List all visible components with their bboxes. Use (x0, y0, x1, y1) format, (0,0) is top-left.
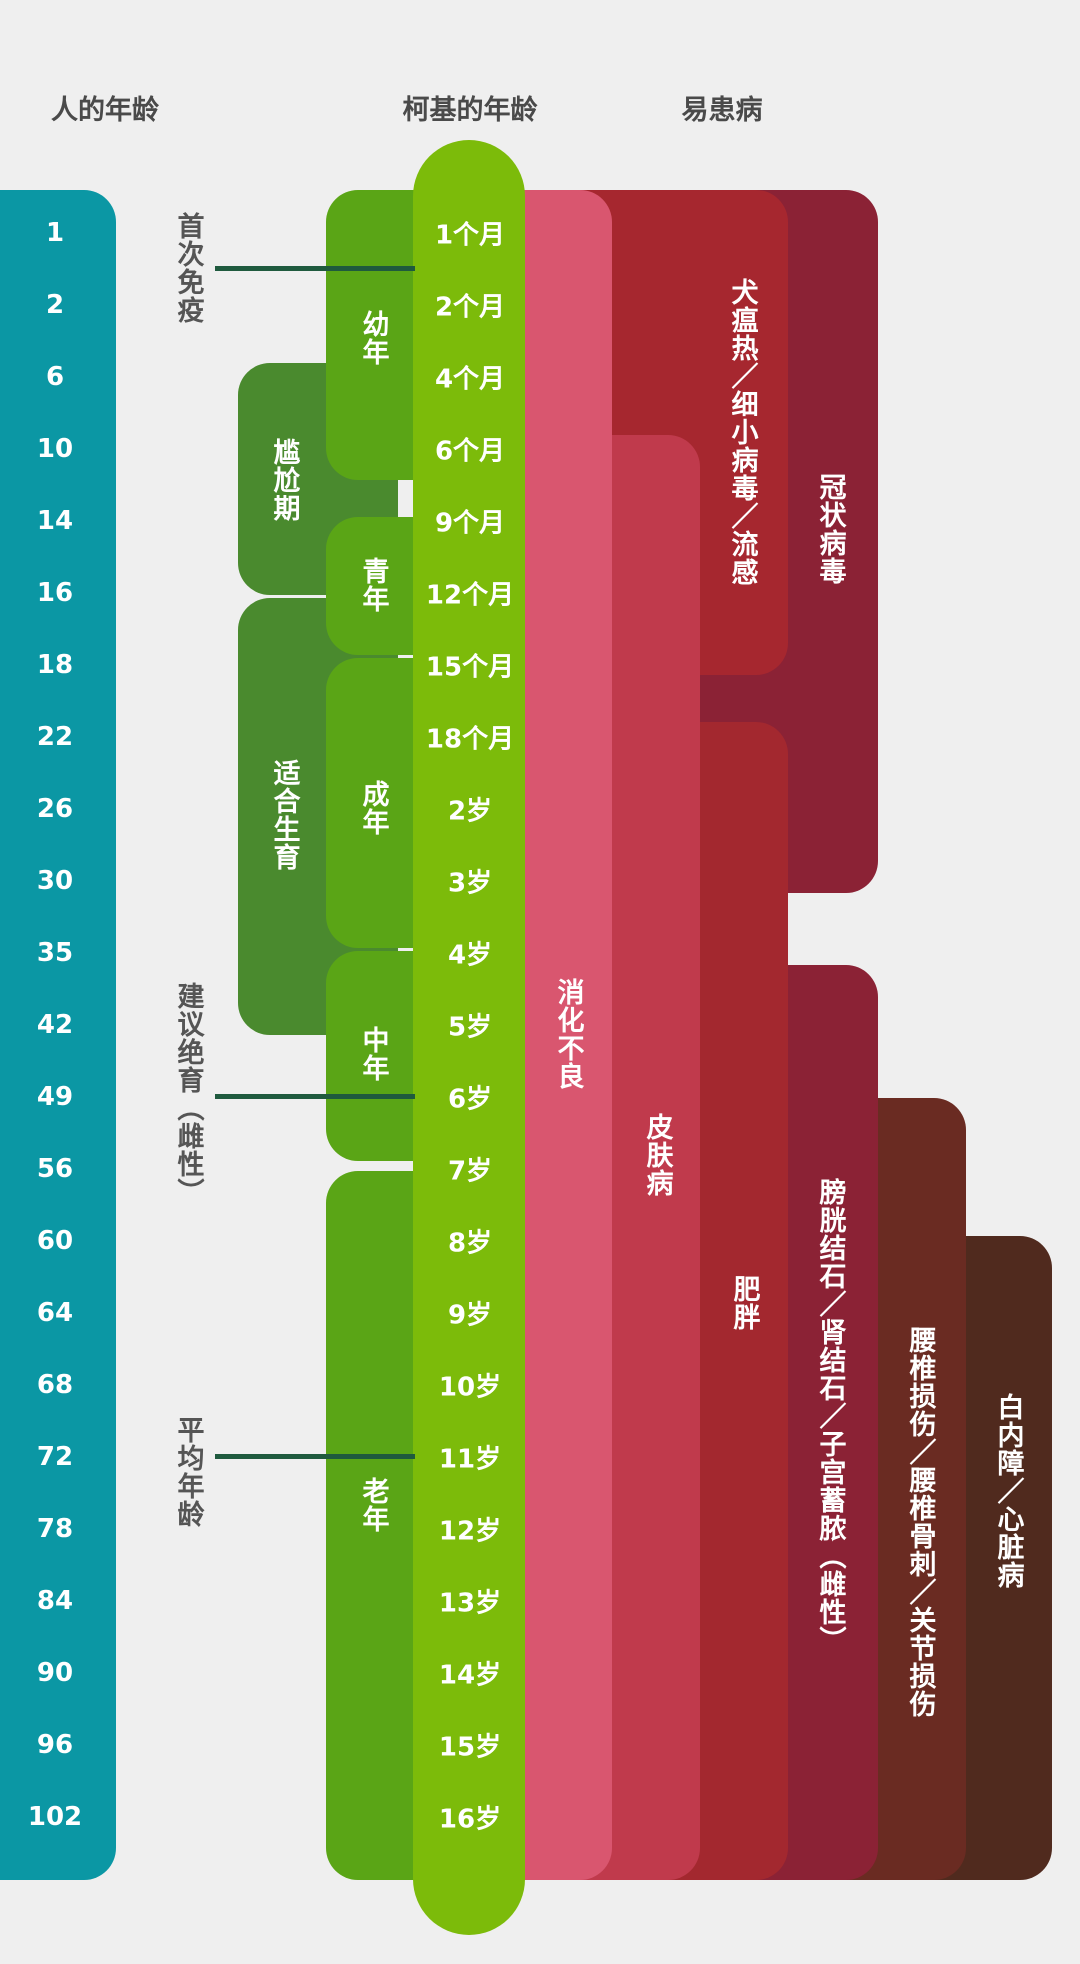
header-diseases: 易患病 (681, 95, 763, 126)
human-age-value: 49 (36, 1082, 74, 1112)
dog-age-value: 9个月 (434, 508, 506, 539)
human-age-value: 42 (36, 1010, 74, 1040)
disease-obesity: 肥胖 (728, 1275, 760, 1331)
phase-awkward: 尴尬期 (268, 438, 300, 522)
stage-infant: 幼年 (357, 310, 389, 366)
dog-age-value: 8岁 (447, 1228, 493, 1259)
dog-age-value: 13岁 (438, 1588, 502, 1619)
dog-age-value: 4岁 (447, 940, 493, 971)
human-age-value: 30 (36, 866, 74, 896)
human-age-value: 35 (36, 938, 74, 968)
stage-senior: 老年 (357, 1477, 389, 1533)
dog-age-value: 2个月 (434, 292, 506, 323)
dog-age-value: 15个月 (425, 652, 515, 683)
stage-middle: 中年 (357, 1026, 389, 1082)
human-age-value: 90 (36, 1658, 74, 1688)
annotation-neuter: 建议绝育（雌性） (172, 982, 204, 1206)
human-age-value: 68 (36, 1370, 74, 1400)
disease-stones: 膀胱结石／肾结石／子宫蓄脓（雌性） (814, 1178, 846, 1654)
disease-indigestion: 消化不良 (552, 978, 584, 1090)
human-age-value: 78 (36, 1514, 74, 1544)
human-age-value: 18 (36, 650, 74, 680)
disease-distemper: 犬瘟热／细小病毒／流感 (726, 278, 758, 586)
human-age-value: 2 (45, 290, 65, 320)
human-age-value: 56 (36, 1154, 74, 1184)
dog-age-value: 10岁 (438, 1372, 502, 1403)
phase-breeding: 适合生育 (268, 759, 300, 871)
stage-youth: 青年 (357, 557, 389, 613)
dog-age-value: 3岁 (447, 868, 493, 899)
line-neuter (215, 1094, 415, 1099)
dog-age-value: 5岁 (447, 1012, 493, 1043)
annotation-first-vaccine: 首次免疫 (172, 212, 204, 324)
human-age-value: 96 (36, 1730, 74, 1760)
human-age-value: 1 (45, 218, 65, 248)
dog-age-value: 1个月 (434, 220, 506, 251)
dog-age-value: 4个月 (434, 364, 506, 395)
human-age-value: 26 (36, 794, 74, 824)
disease-skin: 皮肤病 (641, 1113, 673, 1197)
disease-heart: 白内障／心脏病 (992, 1393, 1024, 1589)
dog-age-value: 18个月 (425, 724, 515, 755)
disease-corona: 冠状病毒 (814, 473, 846, 585)
dog-age-column (413, 140, 525, 1935)
disease-spine: 腰椎损伤／腰椎骨刺／关节损伤 (904, 1326, 936, 1718)
human-age-column (0, 190, 116, 1880)
human-age-value: 6 (45, 362, 65, 392)
line-average-age (215, 1454, 415, 1459)
dog-age-value: 14岁 (438, 1660, 502, 1691)
dog-age-value: 6个月 (434, 436, 506, 467)
human-age-value: 72 (36, 1442, 74, 1472)
header-human-age: 人的年龄 (51, 95, 159, 126)
stage-adult: 成年 (357, 780, 389, 836)
dog-age-value: 12个月 (425, 580, 515, 611)
dog-age-value: 9岁 (447, 1300, 493, 1331)
dog-age-value: 16岁 (438, 1804, 502, 1835)
human-age-value: 22 (36, 722, 74, 752)
human-age-value: 60 (36, 1226, 74, 1256)
dog-age-value: 6岁 (447, 1084, 493, 1115)
human-age-value: 14 (36, 506, 74, 536)
header-dog-age: 柯基的年龄 (402, 95, 538, 126)
dog-age-value: 7岁 (447, 1156, 493, 1187)
dog-age-value: 15岁 (438, 1732, 502, 1763)
human-age-value: 10 (36, 434, 74, 464)
human-age-value: 102 (27, 1802, 83, 1832)
dog-age-value: 2岁 (447, 796, 493, 827)
human-age-value: 84 (36, 1586, 74, 1616)
human-age-value: 16 (36, 578, 74, 608)
dog-age-value: 12岁 (438, 1516, 502, 1547)
human-age-value: 64 (36, 1298, 74, 1328)
line-first-vaccine (215, 266, 415, 271)
dog-age-value: 11岁 (438, 1444, 502, 1475)
annotation-average-age: 平均年龄 (172, 1416, 204, 1528)
